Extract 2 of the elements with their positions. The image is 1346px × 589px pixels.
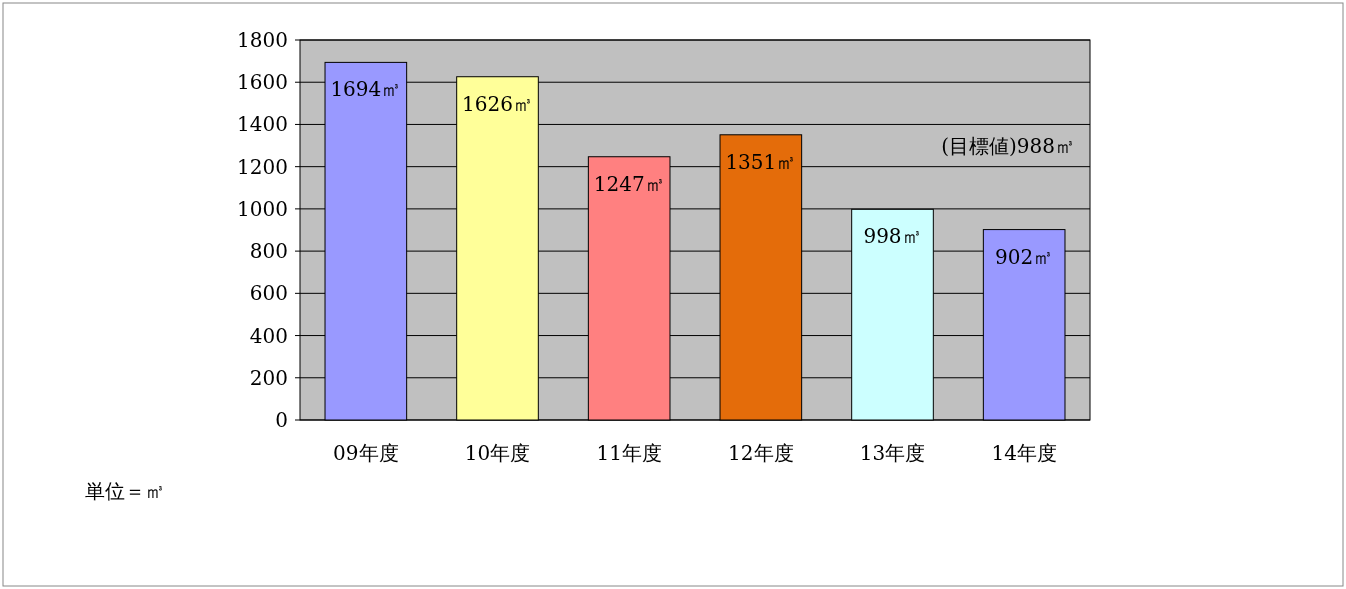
annotation: (目標値)988㎥ [941, 133, 1075, 158]
annotation: 単位＝㎥ [85, 479, 165, 503]
